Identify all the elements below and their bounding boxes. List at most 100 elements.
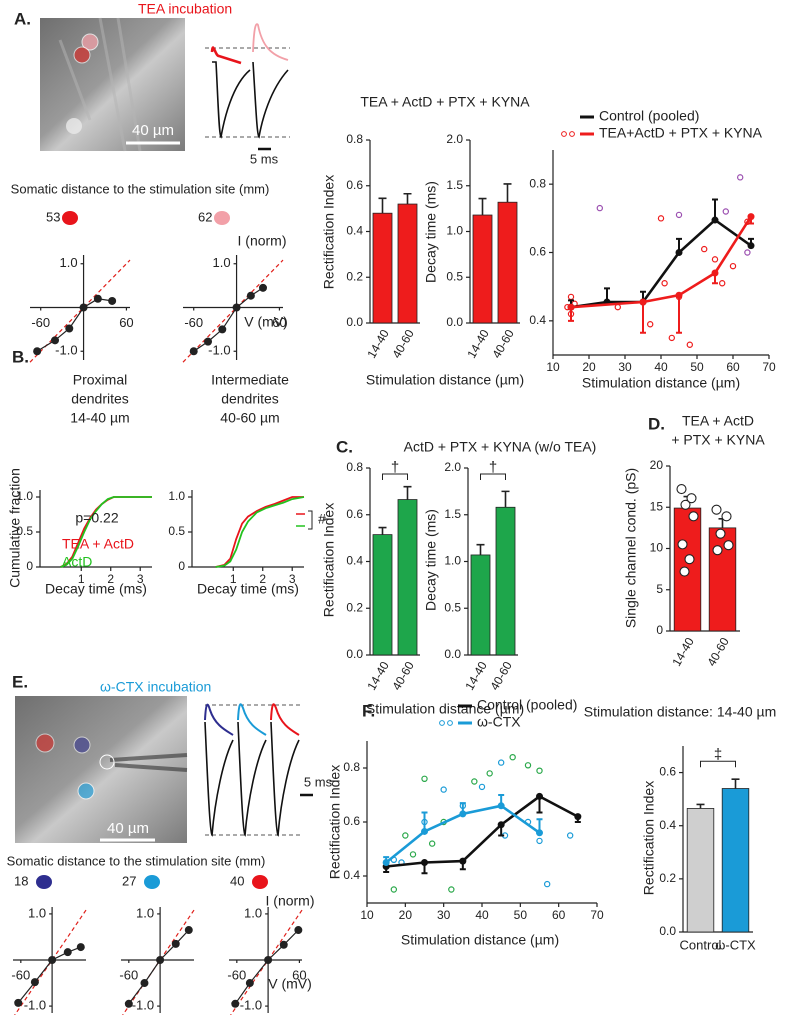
iv-dot [124, 999, 133, 1008]
y-tick-label: 0.6 [343, 814, 360, 828]
y-tick-label: 0.6 [529, 245, 546, 259]
x-tick-label: 40-60 [704, 635, 732, 669]
reference-line [182, 259, 284, 363]
site-dot [214, 211, 230, 225]
x-tick-label: -60 [11, 967, 30, 982]
x-tick-label: -60 [31, 315, 50, 330]
iv-dot [189, 347, 198, 356]
distance-heading: Somatic distance to the stimulation site… [7, 853, 266, 868]
legend-marker [439, 720, 445, 726]
data-point [722, 208, 730, 215]
x-tick-label: 30 [618, 360, 632, 374]
data-point [647, 321, 654, 328]
data-point [676, 484, 687, 495]
x-tick-label: 20 [399, 908, 413, 922]
iv-dot [171, 939, 180, 948]
iv-dot [140, 979, 149, 988]
legend-label: TEA+ActD + PTX + KYNA [599, 125, 763, 141]
data-point [684, 554, 695, 565]
data-point [721, 511, 732, 522]
data-point [688, 511, 699, 522]
charts: -60 60 1.0 -1.0 -60 60 1.0 -1.0 V (mV) I (norm) 0.… [7, 94, 776, 1015]
series-dot [747, 213, 755, 221]
x-tick-label: 40-60 [487, 659, 515, 693]
distance-label: 53 [46, 209, 60, 224]
iv-dot [231, 999, 240, 1008]
data-point [680, 499, 691, 510]
x-axis-label: Decay time (ms) [45, 581, 147, 597]
y-tick-label: -1.0 [24, 998, 46, 1013]
iv-dot [259, 283, 267, 292]
data-point [711, 504, 722, 515]
data-point [440, 786, 447, 793]
distance-label: 62 [198, 209, 212, 224]
data-point [668, 334, 676, 342]
iv-dot [65, 324, 74, 333]
series-dot [459, 857, 467, 865]
x-axis-label: Stimulation distance (µm) [401, 932, 559, 948]
distance-label: 18 [14, 873, 28, 888]
cdf-line [215, 496, 305, 568]
x-tick-label: Control [680, 937, 722, 952]
y-axis-label: Rectification Index [327, 765, 343, 879]
iv-dot [14, 998, 23, 1007]
data-point [428, 840, 436, 847]
y-axis-label: Rectification Index [641, 781, 657, 895]
bar [686, 808, 715, 933]
distance-label: 40 [230, 873, 244, 888]
x-tick-label: 50 [690, 360, 704, 374]
series-line [386, 794, 579, 868]
series-dot [497, 802, 505, 810]
site-dot [144, 875, 160, 889]
y-tick-label: 0.0 [444, 647, 461, 661]
y-tick-label: 0.8 [346, 460, 363, 474]
y-axis-label: Single channel cond. (pS) [623, 468, 639, 628]
legend-marker [569, 131, 575, 137]
x-tick-label: -60 [227, 967, 246, 982]
series-dot [675, 291, 683, 299]
y-tick-label: 0.0 [346, 315, 363, 329]
bar [721, 788, 750, 933]
data-point [677, 539, 688, 550]
y-tick-label: 0.6 [659, 765, 676, 779]
error-bar [503, 183, 512, 203]
series-dot [639, 298, 647, 306]
y-tick-label: 1.0 [168, 489, 185, 503]
series-dot [497, 821, 505, 829]
series-dot [711, 216, 719, 224]
series-dot [567, 303, 575, 311]
x-axis-label: V (mV) [244, 314, 288, 330]
chart-title: dendrites [221, 391, 279, 407]
micrograph: 40 µm [15, 696, 188, 843]
chart-title: ActD + PTX + KYNA (w/o TEA) [404, 439, 597, 455]
significance-bracket [382, 473, 408, 480]
significance-bracket [700, 760, 736, 768]
cdf-line [60, 496, 152, 568]
panel-label: F. [362, 701, 375, 720]
y-tick-label: 2.0 [446, 132, 463, 146]
y-tick-label: 0.5 [444, 600, 461, 614]
y-tick-label: 0.0 [446, 315, 463, 329]
y-tick-label: 0.5 [16, 524, 33, 538]
x-tick-label: 40-60 [489, 327, 517, 361]
y-tick-label: -1.0 [55, 343, 77, 358]
y-tick-label: 0.4 [343, 868, 360, 882]
series-dot [574, 813, 582, 821]
error-bar [476, 543, 485, 555]
y-tick-label: 0.0 [346, 647, 363, 661]
series-dot [536, 829, 543, 837]
iv-dot [48, 956, 57, 964]
data-point [657, 215, 665, 222]
data-point [712, 545, 723, 556]
iv-dot [33, 347, 42, 356]
x-tick-label: 40 [475, 908, 489, 922]
x-tick-label: 60 [292, 967, 306, 982]
bar [372, 212, 393, 324]
x-tick-label: 40-60 [389, 327, 417, 361]
data-point [686, 341, 694, 348]
iv-dot [156, 956, 165, 964]
data-point [614, 303, 622, 311]
x-tick-label: 10 [360, 908, 374, 922]
data-point [723, 540, 734, 551]
significance-label: † [489, 459, 497, 476]
